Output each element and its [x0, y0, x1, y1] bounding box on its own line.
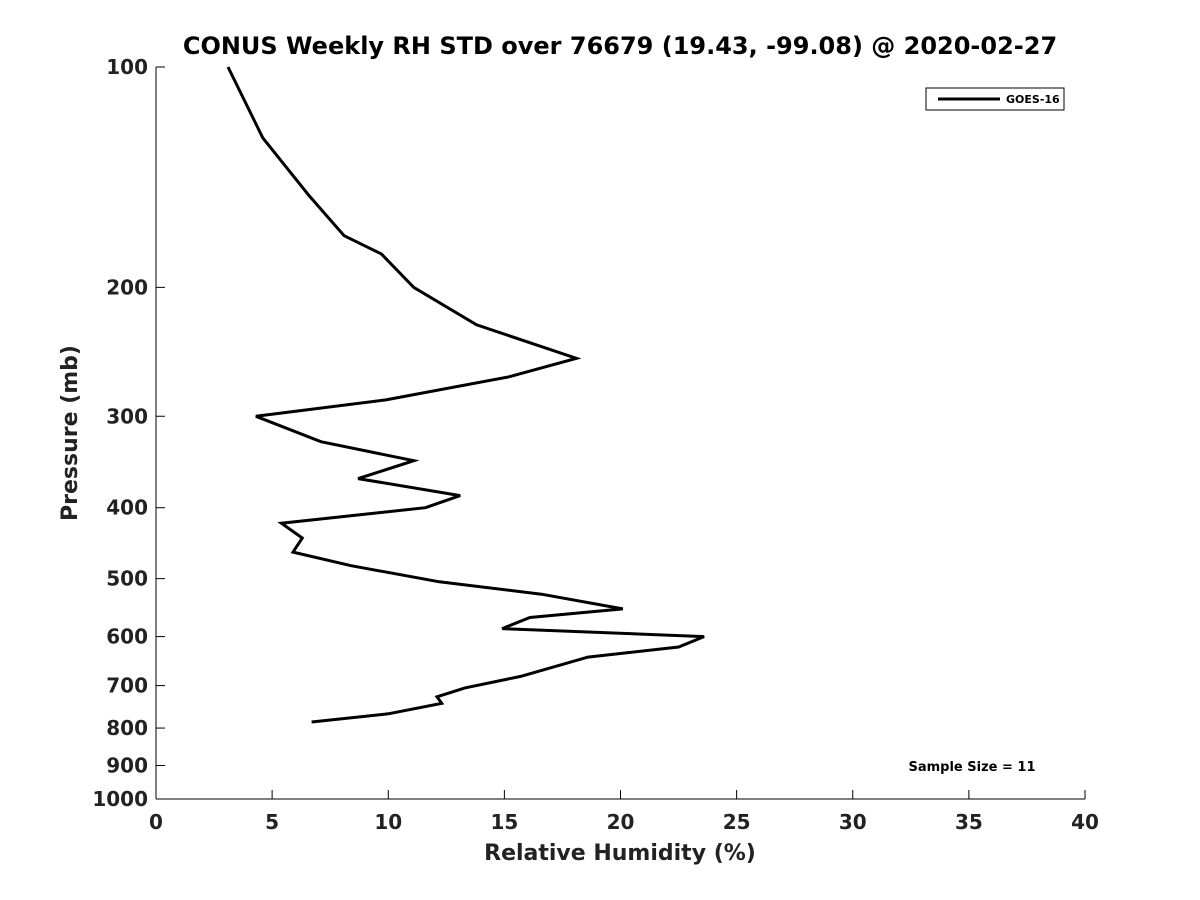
- x-tick-label: 0: [149, 810, 163, 834]
- y-tick-label: 100: [106, 55, 148, 79]
- x-tick-label: 15: [490, 810, 518, 834]
- series-layer: [226, 66, 705, 724]
- x-tick-label: 30: [839, 810, 867, 834]
- y-tick-label: 400: [106, 496, 148, 520]
- y-tick-label: 200: [106, 275, 148, 299]
- x-tick-label: 20: [607, 810, 635, 834]
- legend: GOES-16: [925, 87, 1065, 111]
- x-axis-label: Relative Humidity (%): [484, 841, 756, 866]
- y-tick-label: 800: [106, 716, 148, 740]
- y-tick-label: 900: [106, 754, 148, 778]
- y-axis-ticks: 100 200 300 400 500 600 700 800 900 1000: [92, 55, 165, 811]
- chart-title: CONUS Weekly RH STD over 76679 (19.43, -…: [183, 32, 1057, 60]
- y-tick-label: 1000: [92, 787, 148, 811]
- x-tick-label: 10: [374, 810, 402, 834]
- x-tick-label: 5: [265, 810, 279, 834]
- y-tick-label: 500: [106, 567, 148, 591]
- y-tick-label: 700: [106, 674, 148, 698]
- x-tick-label: 35: [955, 810, 983, 834]
- sample-size-annotation: Sample Size = 11: [908, 760, 1035, 775]
- x-tick-label: 40: [1071, 810, 1099, 834]
- y-tick-label: 300: [106, 404, 148, 428]
- series-line-goes-16: [226, 66, 705, 724]
- y-tick-label: 600: [106, 625, 148, 649]
- y-axis-label: Pressure (mb): [58, 345, 83, 521]
- x-axis-ticks: 0 5 10 15 20 25 30 35 40: [149, 790, 1099, 834]
- legend-label-goes-16: GOES-16: [1006, 93, 1060, 106]
- x-tick-label: 25: [723, 810, 751, 834]
